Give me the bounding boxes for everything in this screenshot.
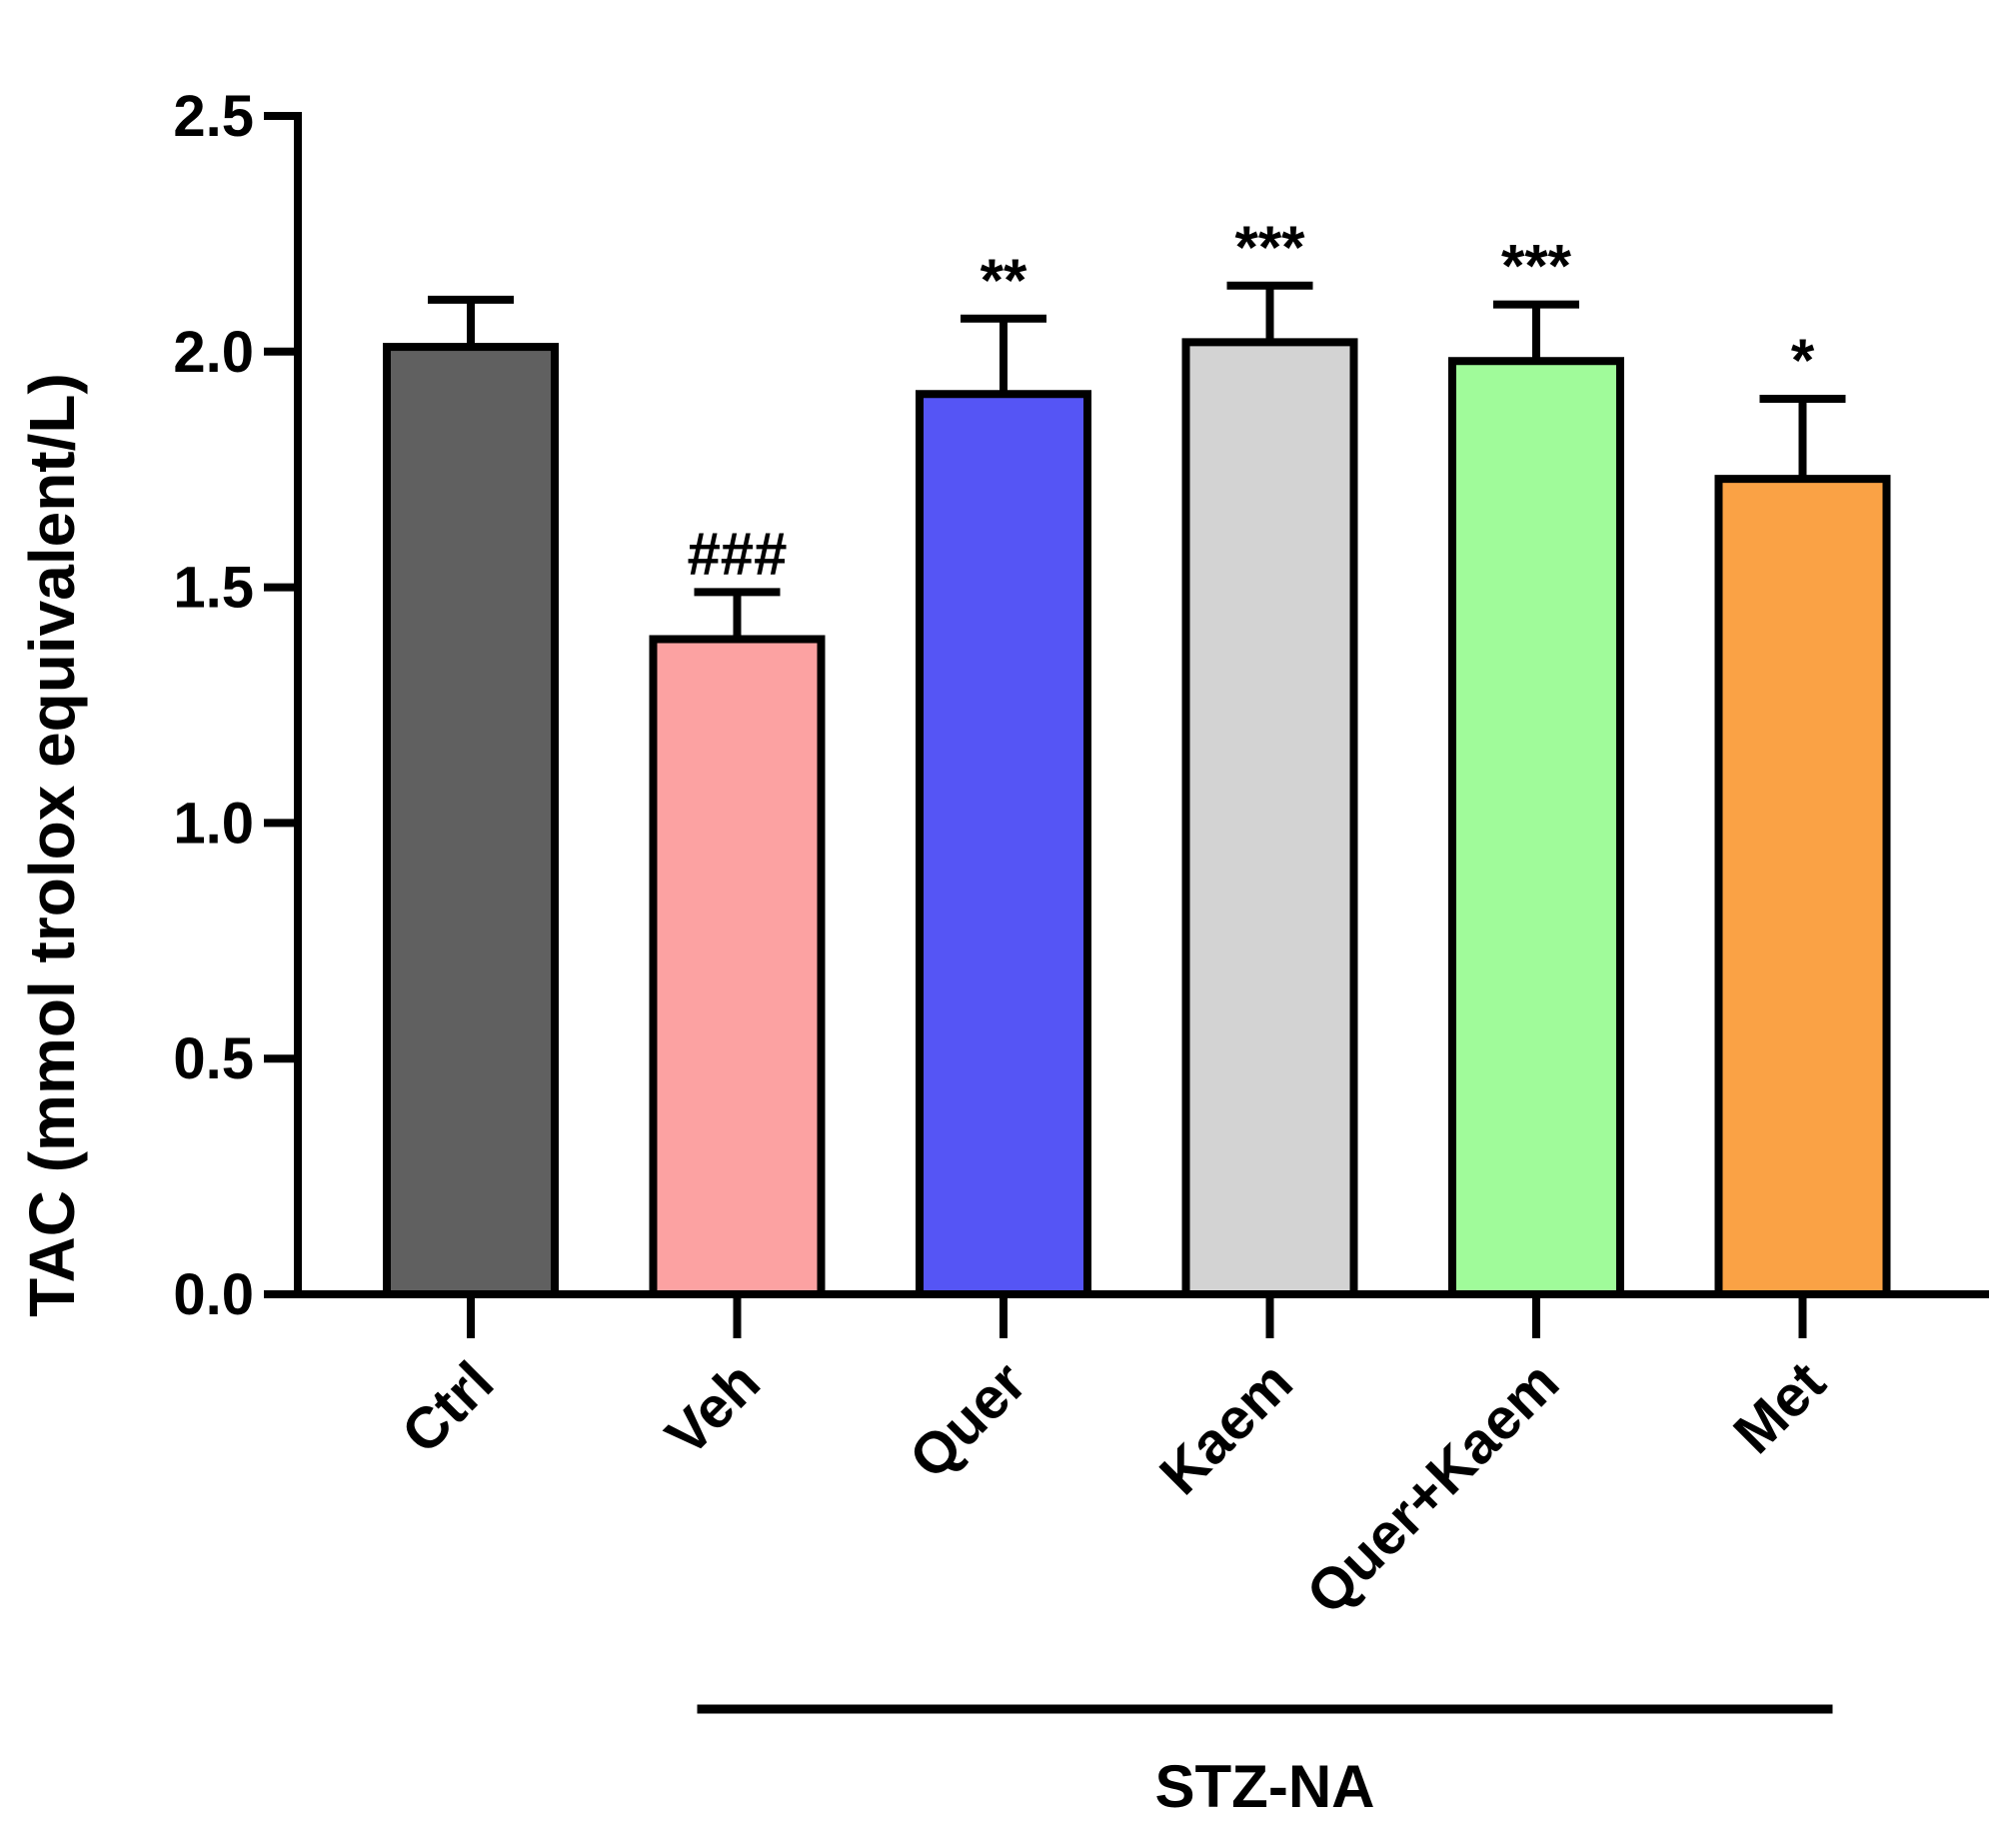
significance-label: *** [1501, 233, 1572, 300]
x-tick-label: Met [1721, 1349, 1838, 1466]
significance-label: ### [687, 520, 787, 587]
y-axis-ticks: 0.0 0.5 1.0 1.5 2.0 2.5 [173, 84, 298, 1327]
bar-quer [916, 390, 1091, 1298]
y-tick-label: 1.5 [173, 556, 254, 621]
x-tick-label: Veh [654, 1349, 773, 1468]
y-axis-title: TAC (mmol trolox equivalent/L) [16, 373, 88, 1317]
bar-met [1714, 475, 1891, 1298]
x-tick-label: Quer+Kaem [1294, 1349, 1571, 1626]
bar-kaem [1181, 338, 1358, 1299]
y-tick-label: 2.0 [173, 320, 254, 385]
x-tick-label: Kaem [1147, 1349, 1305, 1507]
group-bracket-label: STZ-NA [1155, 1753, 1375, 1820]
y-tick-label: 0.0 [173, 1262, 254, 1327]
bars-layer: ###** *** **** [383, 214, 1891, 1299]
y-tick-label: 0.5 [173, 1026, 254, 1091]
significance-label: *** [1234, 214, 1305, 281]
y-tick-label: 1.0 [173, 791, 254, 856]
significance-label: * [1791, 327, 1815, 394]
x-tick-label: Ctrl [390, 1349, 507, 1466]
bar-quer-kaem [1448, 357, 1624, 1298]
significance-label: ** [981, 247, 1027, 314]
bar-ctrl [383, 343, 559, 1299]
bar-veh [649, 635, 826, 1298]
y-tick-label: 2.5 [173, 84, 254, 149]
x-tick-label: Quer [898, 1349, 1039, 1491]
